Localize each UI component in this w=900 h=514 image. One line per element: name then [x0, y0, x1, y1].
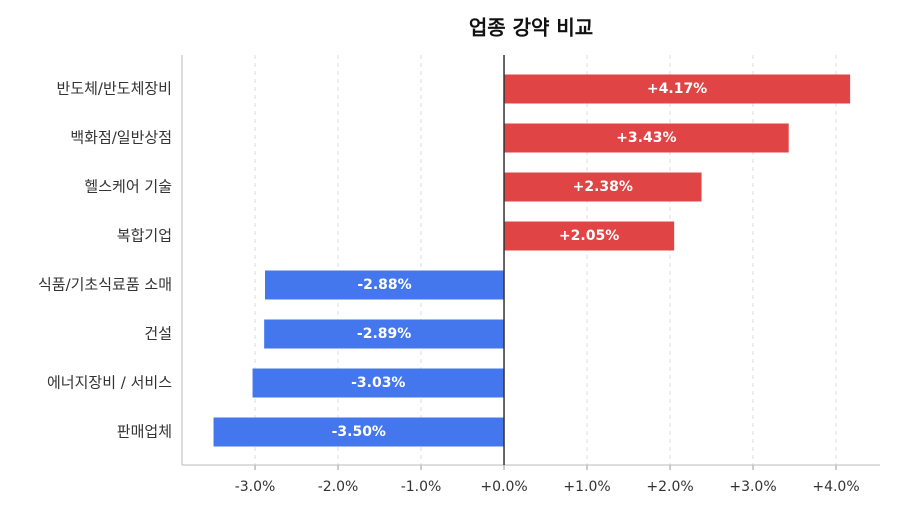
x-tick-label: +0.0% — [480, 479, 527, 495]
x-tick-label: -3.0% — [235, 479, 276, 495]
y-tick-label: 반도체/반도체장비 — [57, 80, 172, 98]
bar — [504, 172, 702, 202]
y-tick-label: 식품/기초식료품 소매 — [38, 276, 172, 294]
value-label: -2.89% — [357, 326, 411, 342]
bar — [504, 221, 675, 251]
value-label: +2.05% — [559, 228, 619, 244]
bar — [213, 417, 505, 447]
y-tick-label: 건설 — [144, 325, 172, 343]
y-tick-label: 에너지장비 / 서비스 — [47, 374, 172, 392]
value-label: +2.38% — [573, 179, 633, 195]
value-label: -3.50% — [332, 424, 386, 440]
x-tick-label: +2.0% — [646, 479, 693, 495]
x-tick-label: -1.0% — [401, 479, 442, 495]
x-tick-label: +3.0% — [729, 479, 776, 495]
bar — [504, 123, 789, 153]
x-tick-label: +1.0% — [563, 479, 610, 495]
value-label: +4.17% — [647, 81, 707, 97]
value-label: -2.88% — [357, 277, 411, 293]
y-tick-label: 헬스케어 기술 — [84, 178, 172, 196]
value-label: -3.03% — [351, 375, 405, 391]
x-tick-label: +4.0% — [812, 479, 859, 495]
y-tick-label: 복합기업 — [117, 227, 172, 245]
bar — [264, 270, 505, 300]
x-tick-label: -2.0% — [318, 479, 359, 495]
chart-title: 업종 강약 비교 — [469, 16, 593, 40]
y-tick-label: 백화점/일반상점 — [70, 129, 172, 147]
y-tick-label: 판매업체 — [117, 423, 172, 441]
bar — [252, 368, 505, 398]
value-label: +3.43% — [616, 130, 676, 146]
bar — [264, 319, 505, 349]
bar — [504, 74, 851, 104]
